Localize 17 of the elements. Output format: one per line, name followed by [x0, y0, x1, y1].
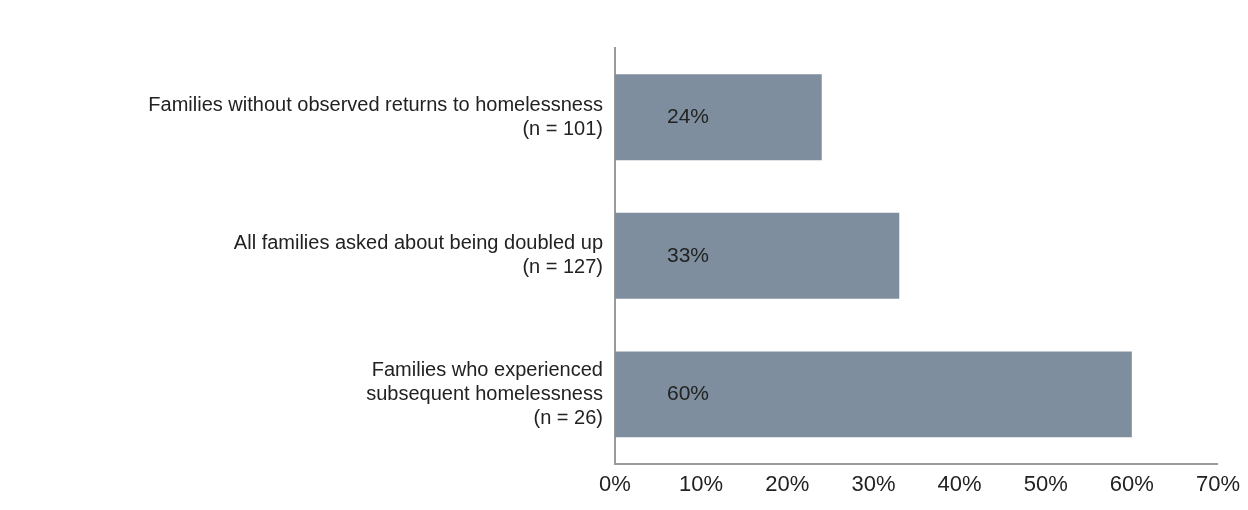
x-tick-label: 10% — [679, 470, 724, 496]
y-tick-label: Families without observed returns to homelessness (n = 101) — [148, 92, 603, 139]
bar — [615, 212, 900, 299]
bar — [615, 74, 822, 161]
x-tick-label: 0% — [599, 470, 631, 496]
bar — [615, 351, 1132, 438]
x-tick-label: 30% — [851, 470, 896, 496]
data-label: 33% — [667, 242, 710, 266]
x-tick-label: 60% — [1109, 470, 1154, 496]
data-label: 60% — [667, 381, 710, 405]
x-tick-label: 20% — [765, 470, 810, 496]
data-label: 24% — [667, 104, 710, 128]
x-tick-label: 40% — [937, 470, 982, 496]
y-tick-label: All families asked about being doubled up (n = 127) — [233, 231, 603, 278]
x-tick-label: 70% — [1195, 470, 1241, 496]
x-tick-label: 50% — [1023, 470, 1068, 496]
y-tick-label: Families who experienced subsequent homelessness (n = 26) — [366, 357, 603, 428]
